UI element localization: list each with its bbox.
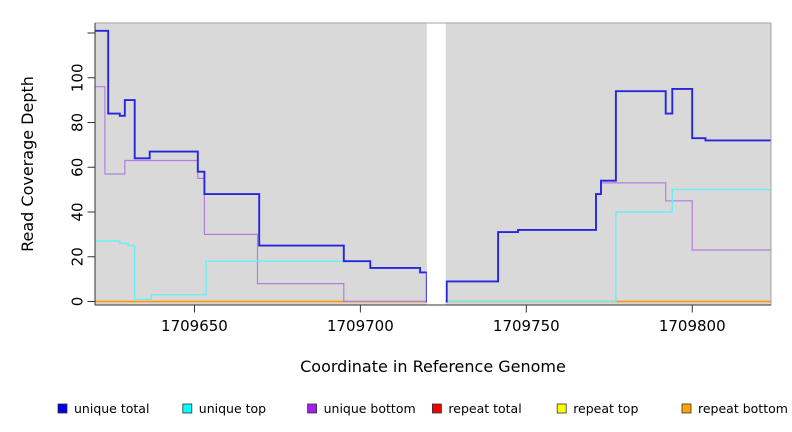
legend-swatch-repeat-total	[431, 403, 442, 414]
y-tick-label-80: 80	[69, 113, 87, 132]
masked-region-gap	[426, 23, 446, 305]
legend-label-repeat-total: repeat total	[448, 401, 521, 416]
x-tick-label-1709800: 1709800	[659, 317, 726, 335]
legend-label-unique-total: unique total	[74, 401, 149, 416]
x-tick-label-1709700: 1709700	[327, 317, 394, 335]
legend-swatch-unique-top	[182, 403, 193, 414]
legend-swatch-repeat-bottom	[681, 403, 692, 414]
legend-label-unique-top: unique top	[199, 401, 266, 416]
legend: unique total unique top unique bottom repea…	[57, 401, 788, 416]
x-tick-label-1709650: 1709650	[161, 317, 228, 335]
legend-swatch-unique-total	[57, 403, 68, 414]
series-line-unique-total	[95, 29, 771, 303]
tick-labels: 0 20 40 60 80 100 1709650 1709700 1709750 1709800	[68, 63, 725, 335]
legend-label-repeat-top: repeat top	[573, 401, 638, 416]
legend-label-repeat-bottom: repeat bottom	[698, 401, 788, 416]
y-tick-label-60: 60	[68, 158, 86, 177]
y-tick-label-20: 20	[68, 247, 86, 266]
y-tick-label-0: 0	[69, 297, 87, 307]
y-axis-title: Read Coverage Depth	[18, 76, 37, 252]
y-tick-label-100: 100	[68, 63, 86, 92]
series-line-unique-top	[95, 188, 771, 303]
legend-swatch-unique-bottom	[307, 403, 318, 414]
axes	[87, 23, 771, 313]
legend-swatch-repeat-top	[556, 403, 567, 414]
x-axis-title: Coordinate in Reference Genome	[300, 357, 566, 376]
y-tick-label-40: 40	[69, 202, 87, 221]
x-tick-label-1709750: 1709750	[493, 317, 560, 335]
legend-label-unique-bottom: unique bottom	[324, 401, 416, 416]
